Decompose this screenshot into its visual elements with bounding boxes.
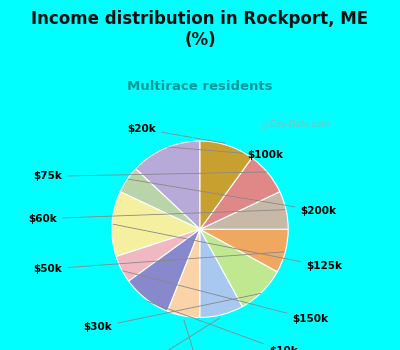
Text: $125k: $125k [113, 224, 342, 271]
Text: > $200k: > $200k [176, 320, 224, 350]
Wedge shape [116, 229, 200, 281]
Wedge shape [168, 229, 200, 317]
Text: $100k: $100k [167, 147, 284, 160]
Text: Multirace residents: Multirace residents [127, 79, 273, 93]
Wedge shape [120, 169, 200, 229]
Wedge shape [200, 229, 288, 272]
Text: $30k: $30k [84, 293, 261, 332]
Text: $200k: $200k [128, 179, 336, 216]
Wedge shape [200, 229, 242, 317]
Wedge shape [200, 229, 277, 307]
Text: $50k: $50k [34, 252, 284, 274]
Text: $40k: $40k [127, 318, 220, 350]
Wedge shape [136, 141, 200, 229]
Wedge shape [200, 141, 252, 229]
Wedge shape [112, 192, 200, 257]
Text: $60k: $60k [28, 210, 285, 224]
Wedge shape [200, 192, 288, 229]
Text: $10k: $10k [148, 301, 298, 350]
Text: $150k: $150k [122, 271, 329, 324]
Wedge shape [129, 229, 200, 311]
Text: Income distribution in Rockport, ME
(%): Income distribution in Rockport, ME (%) [32, 10, 368, 49]
Text: ⓘ City-Data.com: ⓘ City-Data.com [262, 120, 330, 129]
Wedge shape [200, 158, 280, 229]
Text: $20k: $20k [128, 124, 225, 143]
Text: $75k: $75k [34, 172, 266, 181]
